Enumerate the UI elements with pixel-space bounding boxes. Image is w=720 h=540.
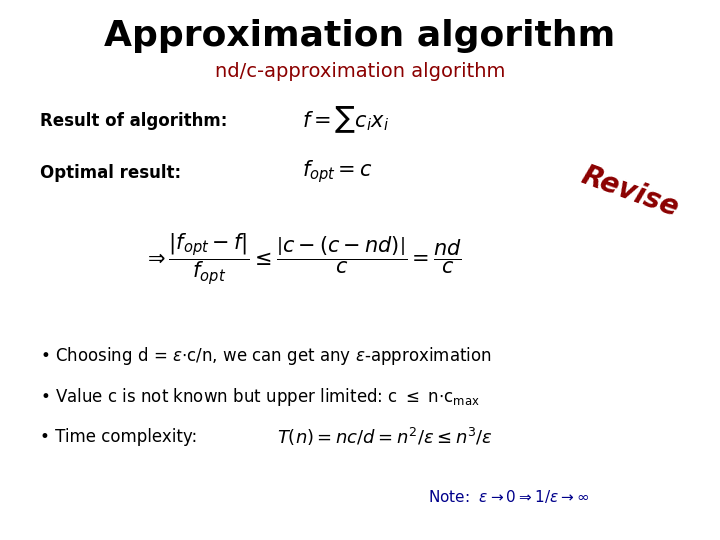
Text: $f_{opt} = c$: $f_{opt} = c$ bbox=[302, 158, 373, 185]
Text: Revise: Revise bbox=[577, 161, 683, 222]
Text: • Choosing d = $\varepsilon$$\cdot$c/n, we can get any $\varepsilon$-approximati: • Choosing d = $\varepsilon$$\cdot$c/n, … bbox=[40, 346, 491, 367]
Text: nd/c-approximation algorithm: nd/c-approximation algorithm bbox=[215, 62, 505, 81]
Text: $\Rightarrow \dfrac{\left|f_{opt} - f\right|}{f_{opt}} \leq \dfrac{\left|c - (c : $\Rightarrow \dfrac{\left|f_{opt} - f\ri… bbox=[143, 231, 462, 287]
Text: Note:  $\varepsilon \to 0 \Rightarrow 1/\varepsilon \to \infty$: Note: $\varepsilon \to 0 \Rightarrow 1/\… bbox=[428, 488, 590, 505]
Text: • Value c is not known but upper limited: c $\leq$ n$\cdot$c$_{\mathsf{max}}$: • Value c is not known but upper limited… bbox=[40, 386, 480, 408]
Text: Optimal result:: Optimal result: bbox=[40, 164, 181, 182]
Text: Approximation algorithm: Approximation algorithm bbox=[104, 19, 616, 53]
Text: Result of algorithm:: Result of algorithm: bbox=[40, 112, 227, 131]
Text: • Time complexity:: • Time complexity: bbox=[40, 428, 197, 447]
Text: $f = \sum c_i x_i$: $f = \sum c_i x_i$ bbox=[302, 105, 390, 135]
Text: $T(n) = nc/d = n^2/\varepsilon \leq n^3/\varepsilon$: $T(n) = nc/d = n^2/\varepsilon \leq n^3/… bbox=[277, 427, 493, 448]
